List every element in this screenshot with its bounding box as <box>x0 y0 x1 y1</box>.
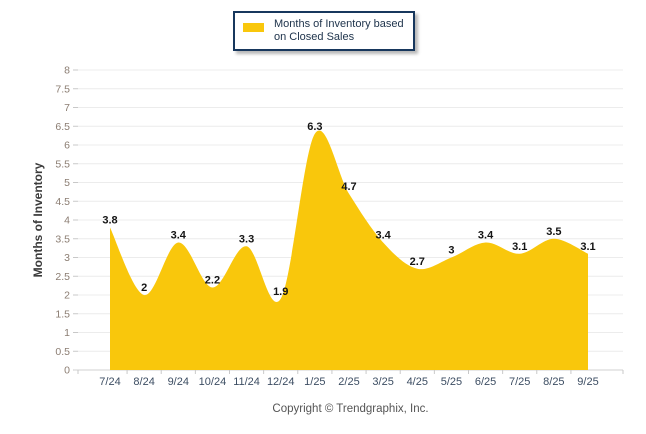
value-label: 3.1 <box>580 241 595 253</box>
area-series <box>110 130 588 370</box>
y-tick-label: 5 <box>64 177 70 189</box>
value-label: 4.7 <box>341 181 356 193</box>
x-tick-label: 8/24 <box>133 376 154 388</box>
value-label: 3.4 <box>171 230 187 242</box>
value-label: 2 <box>141 282 147 294</box>
x-tick-label: 1/25 <box>304 376 325 388</box>
y-tick-label: 6 <box>64 140 70 152</box>
value-label: 2.2 <box>205 275 220 287</box>
x-tick-label: 7/25 <box>509 376 530 388</box>
x-tick-label: 10/24 <box>199 376 227 388</box>
value-label: 1.9 <box>273 286 288 298</box>
copyright-text: Copyright © Trendgraphix, Inc. <box>272 403 429 415</box>
y-axis-title: Months of Inventory <box>31 162 45 278</box>
x-tick-label: 9/25 <box>577 376 598 388</box>
x-tick-label: 8/25 <box>543 376 564 388</box>
x-tick-label: 9/24 <box>168 376 189 388</box>
area-series-group <box>110 130 588 370</box>
x-tick-label: 3/25 <box>372 376 393 388</box>
y-tick-label: 8 <box>64 65 70 77</box>
x-tick-label: 5/25 <box>441 376 462 388</box>
y-axis-tick-labels: 0 0.5 1 1.5 2 2.5 3 3.5 4 4.5 5 5.5 6 6.5 7 7.5 8 <box>55 65 70 377</box>
legend-swatch-icon <box>243 22 264 32</box>
value-labels: 3.8 2 3.4 2.2 3.3 1.9 6.3 4.7 3.4 2.7 3 3.4 3.1 3.5 3.… <box>102 121 595 298</box>
y-tick-label: 3.5 <box>55 233 70 245</box>
y-tick-label: 0 <box>64 365 70 377</box>
x-tick-label: 11/24 <box>233 376 260 388</box>
y-tick-label: 0.5 <box>55 346 70 358</box>
y-tick-label: 1 <box>64 327 70 339</box>
y-tick-label: 2.5 <box>55 271 70 283</box>
value-label: 2.7 <box>410 256 425 268</box>
x-tick-label: 12/24 <box>267 376 295 388</box>
x-tick-label: 7/24 <box>99 376 120 388</box>
value-label: 3.1 <box>512 241 527 253</box>
value-label: 6.3 <box>307 121 322 133</box>
x-axis-tick-labels: 7/24 8/24 9/24 10/24 11/24 12/24 1/25 2/25 3/25 4… <box>99 376 598 388</box>
y-tick-label: 6.5 <box>55 121 70 133</box>
x-tick-label: 6/25 <box>475 376 496 388</box>
y-tick-label: 7 <box>64 102 70 114</box>
y-tick-label: 7.5 <box>55 83 70 95</box>
y-tick-label: 3 <box>64 252 70 264</box>
y-tick-label: 4.5 <box>55 196 70 208</box>
x-tick-label: 4/25 <box>407 376 428 388</box>
value-label: 3.4 <box>478 230 494 242</box>
y-tick-label: 4 <box>64 215 70 227</box>
value-label: 3.5 <box>546 226 561 238</box>
value-label: 3.3 <box>239 233 254 245</box>
y-tick-label: 2 <box>64 290 70 302</box>
x-tick-label: 2/25 <box>338 376 359 388</box>
legend-label: Months of Inventory based on Closed Sale… <box>274 18 404 43</box>
legend-box: Months of Inventory based on Closed Sale… <box>233 11 415 51</box>
value-label: 3.8 <box>102 215 117 227</box>
value-label: 3.4 <box>375 230 391 242</box>
y-tick-label: 5.5 <box>55 158 70 170</box>
value-label: 3 <box>448 245 454 257</box>
y-tick-label: 1.5 <box>55 308 70 320</box>
